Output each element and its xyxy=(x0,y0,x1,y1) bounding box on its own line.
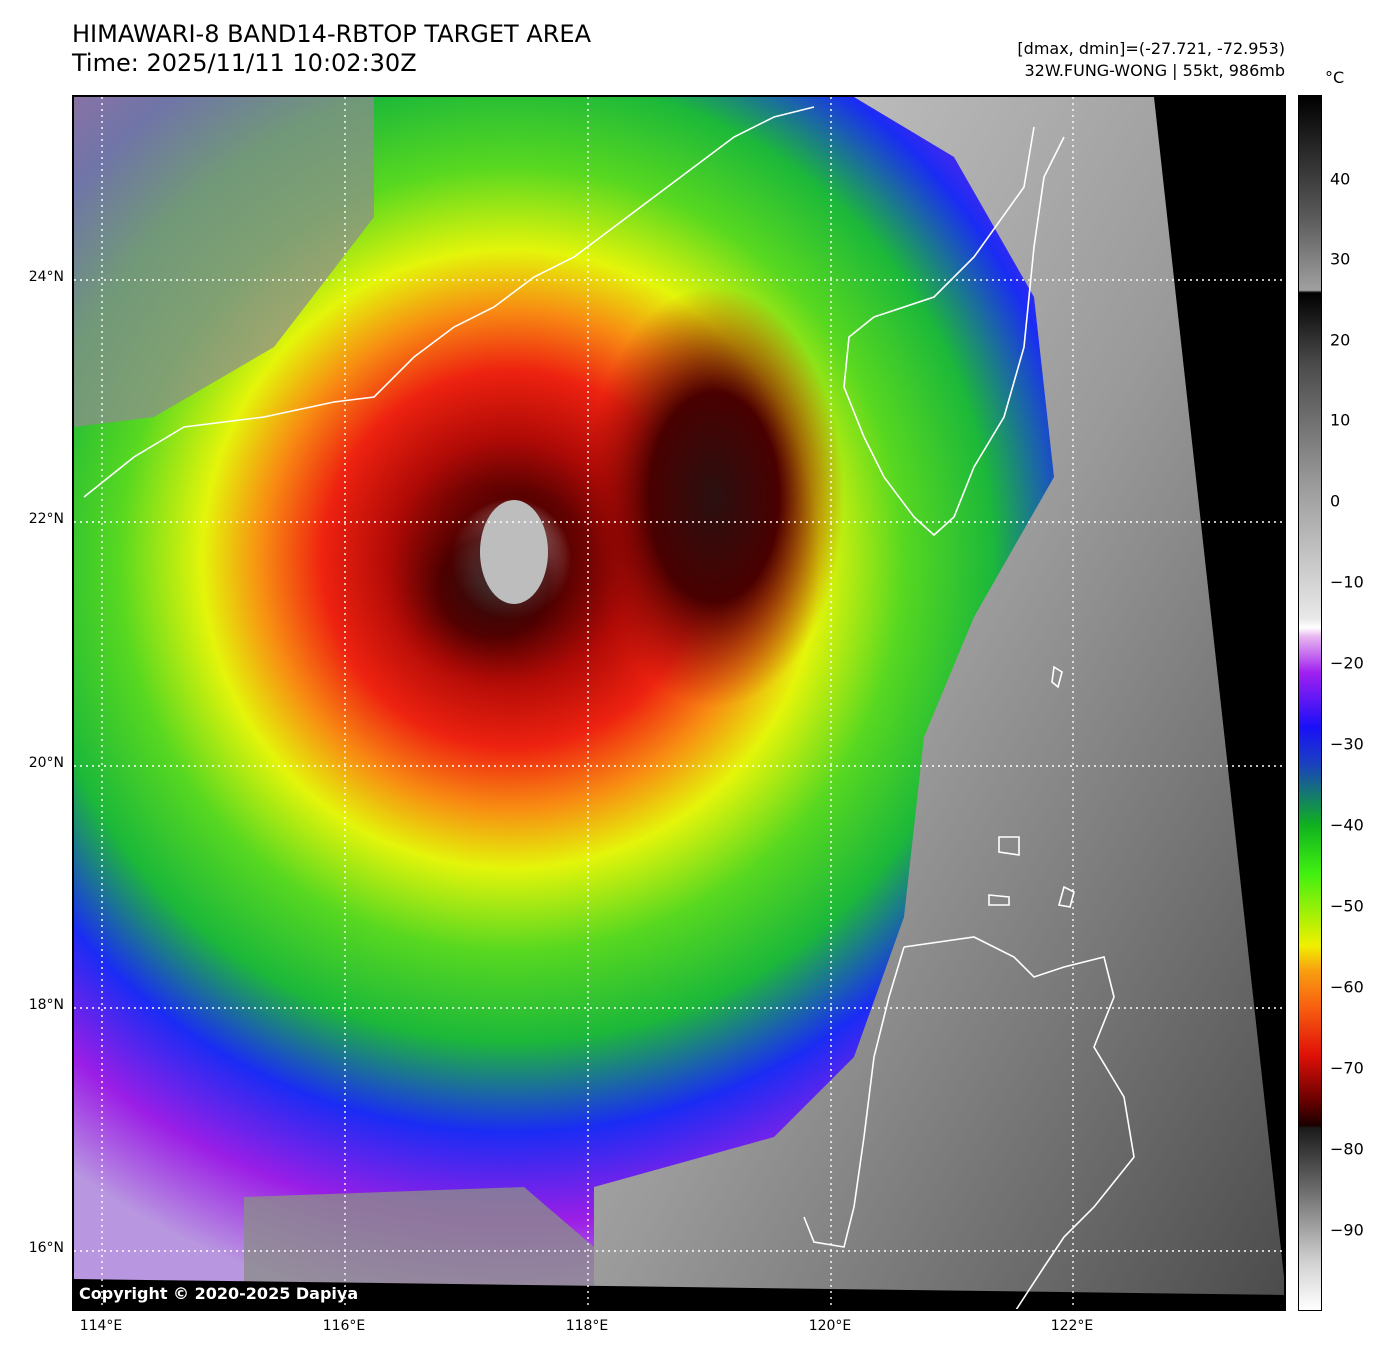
lon-label-118e: 118°E xyxy=(565,1318,609,1334)
storm-line: 32W.FUNG-WONG | 55kt, 986mb xyxy=(1024,61,1285,80)
storm-info: [dmax, dmin]=(-27.721, -72.953) 32W.FUNG… xyxy=(1017,38,1285,82)
colorbar xyxy=(1298,95,1322,1311)
colorbar-tick: −80 xyxy=(1330,1139,1364,1159)
colorbar-tick: −40 xyxy=(1330,815,1364,835)
colorbar-tick: 20 xyxy=(1330,330,1351,350)
coastline-lines xyxy=(83,106,1135,1309)
lon-label-114e: 114°E xyxy=(79,1318,123,1334)
lat-label-18n: 18°N xyxy=(28,997,64,1013)
colorbar-tick: 40 xyxy=(1330,169,1351,189)
satellite-map[interactable]: Copyright © 2020-2025 Dapiya xyxy=(72,95,1286,1311)
colorbar-tick: −30 xyxy=(1330,734,1364,754)
lat-label-20n: 20°N xyxy=(28,755,64,771)
colorbar-tick: 10 xyxy=(1330,410,1351,430)
lon-label-122e: 122°E xyxy=(1050,1318,1094,1334)
lat-label-22n: 22°N xyxy=(28,511,64,527)
colorbar-tick: 30 xyxy=(1330,249,1351,269)
lat-label-24n: 24°N xyxy=(28,269,64,285)
satellite-imagery xyxy=(74,97,1284,1309)
colorbar-tick: −60 xyxy=(1330,977,1364,997)
lon-label-116e: 116°E xyxy=(322,1318,366,1334)
title-line-1: HIMAWARI-8 BAND14-RBTOP TARGET AREA xyxy=(72,20,592,48)
colorbar-tick: −10 xyxy=(1330,572,1364,592)
title-line-2: Time: 2025/11/11 10:02:30Z xyxy=(72,49,417,77)
copyright-notice: Copyright © 2020-2025 Dapiya xyxy=(79,1284,359,1303)
colorbar-tick: −70 xyxy=(1330,1058,1364,1078)
colorbar-unit: °C xyxy=(1325,68,1345,87)
graticule xyxy=(74,97,1284,1309)
colorbar-tick: −50 xyxy=(1330,896,1364,916)
range-line: [dmax, dmin]=(-27.721, -72.953) xyxy=(1017,39,1285,58)
lat-label-16n: 16°N xyxy=(28,1240,64,1256)
lon-label-120e: 120°E xyxy=(808,1318,852,1334)
colorbar-tick: −20 xyxy=(1330,653,1364,673)
colorbar-tick: 0 xyxy=(1330,491,1341,511)
figure-title: HIMAWARI-8 BAND14-RBTOP TARGET AREA Time… xyxy=(72,20,591,78)
colorbar-tick: −90 xyxy=(1330,1220,1364,1240)
